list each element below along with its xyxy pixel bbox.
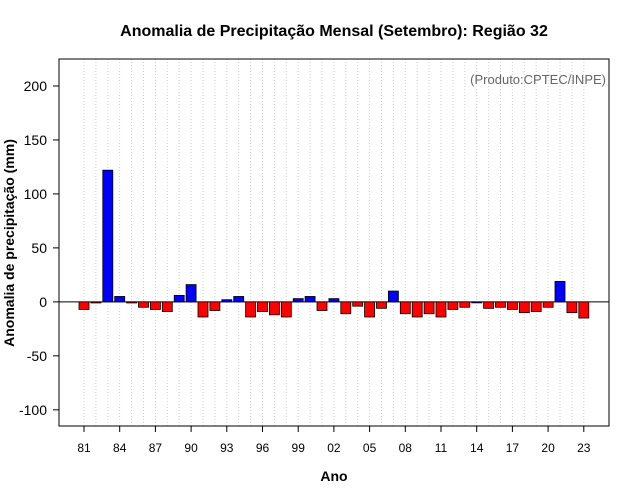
bar-2011 (435, 301, 447, 318)
bar-2017 (506, 301, 518, 310)
x-tick-label: 05 (363, 441, 377, 455)
bar-2022 (566, 301, 578, 314)
x-tick-label: 20 (541, 441, 555, 455)
x-tick-label: 87 (149, 441, 163, 455)
bars (78, 169, 590, 319)
bar-2008 (399, 301, 411, 315)
bar-2009 (411, 301, 423, 318)
y-tick-label: 200 (24, 78, 48, 94)
x-tick-label: 23 (577, 441, 591, 455)
bar-2014 (471, 301, 483, 304)
bar-1986 (138, 301, 149, 308)
bar-1990 (185, 284, 197, 303)
product-credit: (Produto:CPTEC/INPE) (470, 72, 606, 87)
bar-1992 (209, 301, 221, 311)
x-tick-label: 17 (506, 441, 520, 455)
bar-2001 (316, 301, 328, 311)
x-tick-label: 99 (292, 441, 306, 455)
bar-2016 (495, 301, 506, 308)
x-tick-label: 81 (77, 441, 91, 455)
bar-2023 (578, 301, 590, 319)
y-axis-label: Anomalia de precipitação (mm) (1, 139, 17, 347)
bar-2020 (542, 301, 554, 308)
bar-2003 (340, 301, 352, 315)
bar-2004 (352, 301, 364, 307)
y-tick-label: 0 (39, 294, 47, 310)
y-tick-label: 150 (24, 132, 48, 148)
x-tick-label: 96 (256, 441, 270, 455)
bar-1981 (78, 301, 90, 310)
bar-1988 (161, 301, 173, 312)
bar-1991 (197, 301, 209, 318)
bar-2019 (530, 301, 542, 312)
y-axis: -100 -50 0 50 100 150 200 (19, 78, 59, 418)
x-tick-label: 90 (184, 441, 198, 455)
y-tick-label: 50 (31, 240, 47, 256)
bar-2021 (554, 280, 566, 303)
bar-1985 (126, 301, 137, 304)
bar-1994 (233, 296, 245, 303)
x-tick-label: 11 (435, 441, 448, 455)
bar-1995 (245, 301, 257, 318)
bar-1984 (114, 296, 126, 303)
x-axis: 81 84 87 90 93 96 99 02 05 08 11 14 17 20 23 (77, 426, 591, 455)
x-tick-label: 84 (113, 441, 127, 455)
x-axis-label: Ano (320, 468, 347, 484)
bar-1982 (90, 301, 102, 304)
chart-title: Anomalia de Precipitação Mensal (Setembr… (120, 23, 548, 40)
bar-2013 (459, 301, 471, 308)
bar-1993 (221, 299, 233, 303)
y-tick-label: -100 (19, 402, 47, 418)
bar-2005 (364, 301, 376, 318)
bar-1997 (268, 301, 280, 316)
grid (83, 59, 585, 426)
bar-2018 (518, 301, 530, 314)
bar-1998 (280, 301, 292, 318)
x-tick-label: 93 (220, 441, 234, 455)
x-tick-label: 14 (470, 441, 484, 455)
bar-2010 (423, 301, 435, 315)
bar-2007 (387, 290, 399, 303)
bar-1996 (257, 301, 268, 312)
y-tick-label: -50 (27, 348, 47, 364)
bar-2000 (304, 296, 316, 303)
bar-2002 (328, 298, 340, 303)
x-tick-label: 08 (399, 441, 413, 455)
bar-1987 (149, 301, 161, 310)
bar-2006 (376, 301, 387, 309)
x-tick-label: 02 (327, 441, 341, 455)
bar-2012 (447, 301, 459, 310)
bar-1983 (102, 169, 114, 303)
bar-1989 (173, 294, 185, 303)
y-tick-label: 100 (24, 186, 48, 202)
bar-2015 (483, 301, 495, 309)
bar-1999 (292, 298, 304, 303)
